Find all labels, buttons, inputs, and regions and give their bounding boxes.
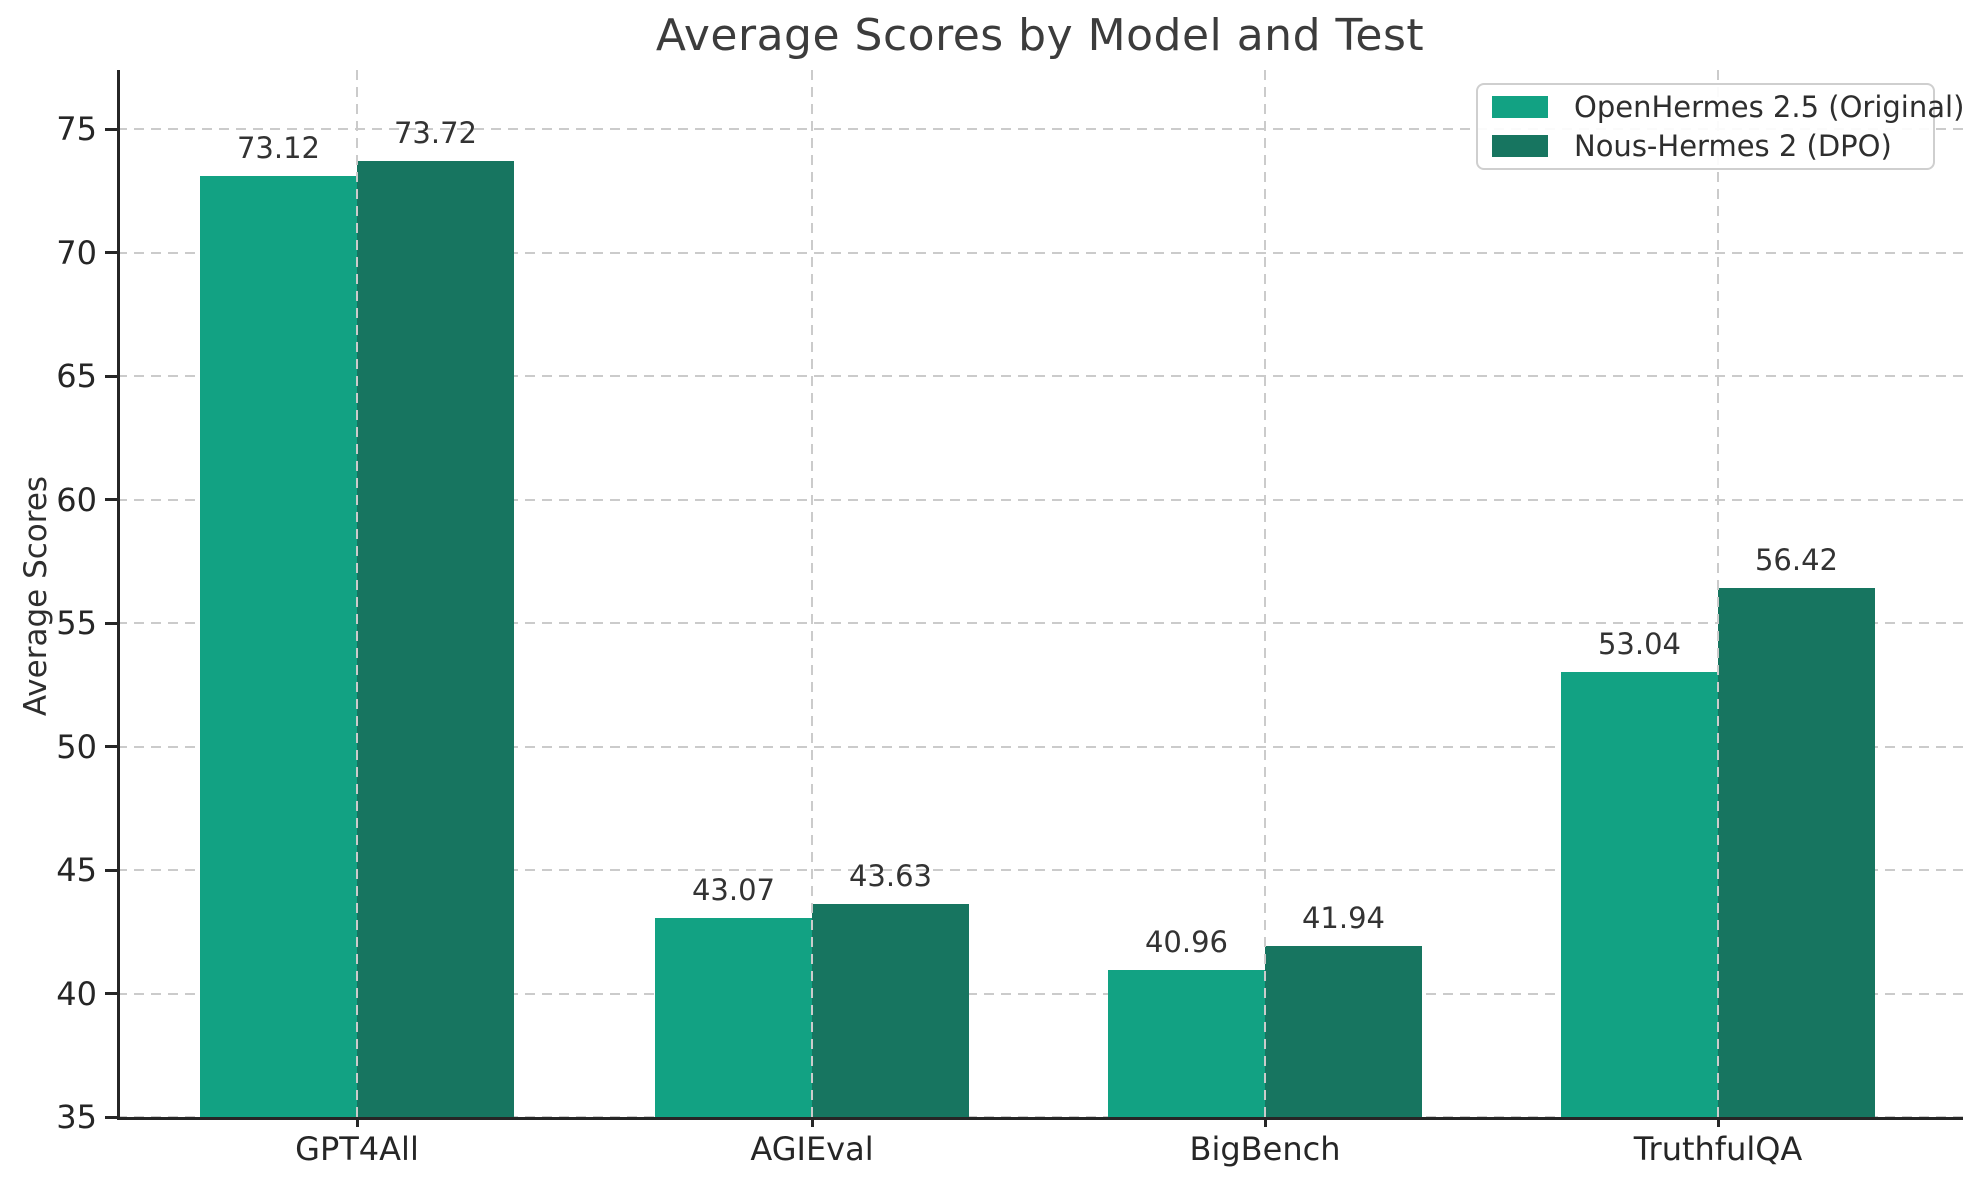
bar-value-label: 73.12 — [236, 130, 321, 165]
x-tick-mark — [1263, 1117, 1267, 1127]
y-tick-mark — [105, 498, 117, 502]
gridline-vertical — [356, 70, 358, 1117]
gridline-vertical — [1264, 70, 1266, 1117]
x-tick-mark — [810, 1117, 814, 1127]
y-tick-label: 40 — [56, 974, 97, 1013]
x-tick-label: BigBench — [1189, 1130, 1341, 1168]
y-tick-mark — [105, 992, 117, 996]
legend-swatch-noushermes — [1492, 135, 1548, 157]
gridline-horizontal — [117, 745, 1963, 748]
y-tick-mark — [105, 251, 117, 255]
legend-label-noushermes: Nous-Hermes 2 (DPO) — [1574, 129, 1892, 163]
legend-entry-noushermes: Nous-Hermes 2 (DPO) — [1492, 131, 1919, 161]
y-tick-label: 50 — [56, 727, 97, 766]
y-tick-label: 60 — [56, 480, 97, 519]
bar-openhermes-2-5-original-truthfulqa — [1561, 671, 1718, 1117]
chart-title: Average Scores by Model and Test — [655, 10, 1425, 61]
bar-value-label: 73.72 — [393, 115, 478, 150]
y-axis-spine — [117, 70, 120, 1120]
bar-value-label: 56.42 — [1754, 543, 1839, 578]
y-tick-label: 55 — [56, 604, 97, 643]
bar-value-label: 53.04 — [1597, 626, 1682, 661]
gridline-horizontal — [117, 622, 1963, 625]
x-tick-label: GPT4All — [295, 1130, 419, 1168]
gridline-horizontal — [117, 251, 1963, 254]
bar-openhermes-2-5-original-agieval — [655, 917, 812, 1117]
legend-label-openhermes: OpenHermes 2.5 (Original) — [1574, 90, 1965, 124]
legend: OpenHermes 2.5 (Original) Nous-Hermes 2 … — [1476, 83, 1964, 170]
bar-value-label: 40.96 — [1144, 924, 1229, 959]
gridline-horizontal — [117, 375, 1963, 378]
y-tick-label: 75 — [56, 110, 97, 149]
y-tick-label: 45 — [56, 851, 97, 890]
gridline-horizontal — [117, 992, 1963, 995]
y-tick-mark — [105, 1115, 117, 1119]
y-tick-label: 65 — [56, 357, 97, 396]
y-tick-mark — [105, 745, 117, 749]
bar-nous-hermes-2-dpo-truthfulqa — [1718, 588, 1875, 1117]
x-tick-label: AGIEval — [750, 1130, 874, 1168]
x-tick-mark — [355, 1117, 359, 1127]
legend-entry-openhermes: OpenHermes 2.5 (Original) — [1492, 92, 1964, 122]
gridline-horizontal — [117, 869, 1963, 872]
bar-openhermes-2-5-original-bigbench — [1108, 969, 1265, 1117]
gridline-horizontal — [117, 128, 1963, 131]
bar-nous-hermes-2-dpo-bigbench — [1265, 945, 1422, 1117]
y-tick-label: 35 — [56, 1098, 97, 1136]
y-tick-mark — [105, 621, 117, 625]
gridline-vertical — [811, 70, 813, 1117]
y-tick-mark — [105, 868, 117, 872]
y-tick-mark — [105, 127, 117, 131]
x-axis-spine — [117, 1117, 1963, 1120]
gridline-horizontal — [117, 498, 1963, 501]
bar-nous-hermes-2-dpo-agieval — [812, 903, 969, 1117]
x-tick-label: TruthfulQA — [1633, 1130, 1803, 1168]
gridline-vertical — [1717, 70, 1719, 1117]
bar-value-label: 43.63 — [848, 858, 933, 893]
bar-nous-hermes-2-dpo-gpt4all — [357, 160, 514, 1117]
y-tick-mark — [105, 374, 117, 378]
x-tick-mark — [1716, 1117, 1720, 1127]
bar-value-label: 41.94 — [1301, 900, 1386, 935]
bar-value-label: 43.07 — [691, 872, 776, 907]
bar-openhermes-2-5-original-gpt4all — [200, 175, 357, 1117]
legend-swatch-openhermes — [1492, 96, 1548, 118]
y-tick-label: 70 — [56, 233, 97, 272]
